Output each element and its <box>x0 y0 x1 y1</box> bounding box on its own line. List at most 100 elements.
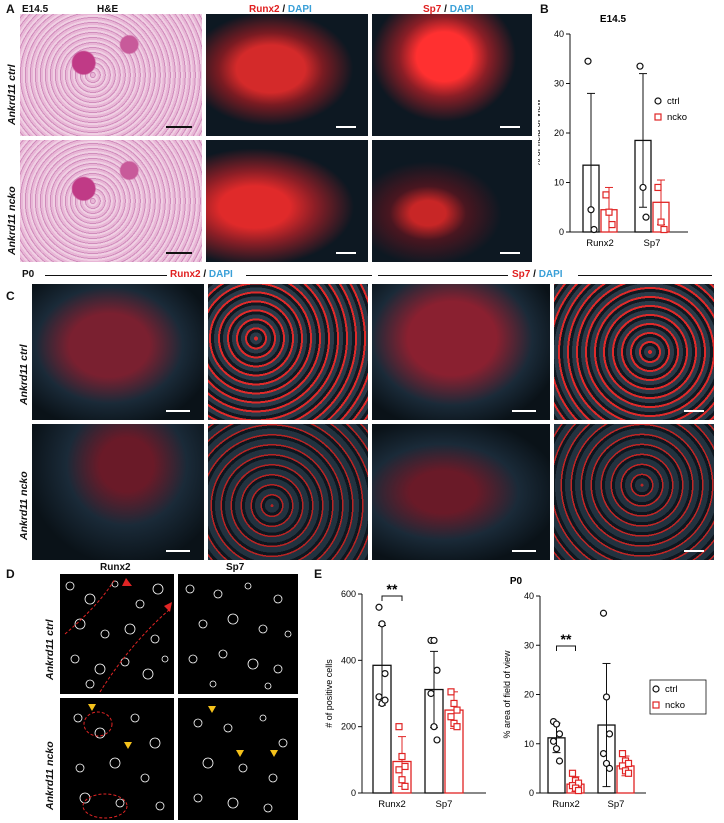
panel-d-runx2-header: Runx2 <box>100 562 131 573</box>
b-title: E14.5 <box>600 14 627 25</box>
b-x-tick-label: Runx2 <box>586 238 613 249</box>
e-left-point <box>381 696 389 704</box>
e-left-point <box>398 752 406 761</box>
panel-d-label: D <box>6 567 15 581</box>
e-left-y-tick-label: 600 <box>341 589 356 599</box>
e-left-point <box>401 782 409 790</box>
e-right-title: P0 <box>510 576 523 587</box>
e-left-point <box>453 706 461 714</box>
e-left-significance-bracket <box>381 595 403 601</box>
sp7-ctrl-p0-zoom-image <box>554 284 714 420</box>
e-right-legend-marker <box>652 701 660 709</box>
b-point <box>636 62 644 70</box>
runx2-ctrl-p0-zoom-image <box>208 284 368 420</box>
b-legend-marker <box>654 97 662 105</box>
e-left-y-tick-label: 400 <box>341 655 356 665</box>
e-right-legend-marker <box>652 685 660 693</box>
he-ncko-image <box>20 140 202 262</box>
e-right-point <box>602 693 611 701</box>
e-right-point <box>555 730 564 738</box>
panel-c-stage: P0 <box>22 269 35 280</box>
panel-c-runx2-header: Runx2 / DAPI <box>170 269 233 280</box>
e-left-point <box>430 723 438 731</box>
e-right-point <box>618 750 627 758</box>
e-left-x-tick-label: Sp7 <box>436 799 453 810</box>
e-left-point <box>447 713 455 721</box>
b-point <box>660 225 668 234</box>
b-point <box>587 206 595 214</box>
b-y-tick-label: 40 <box>554 29 564 39</box>
panel-a-row-ctrl-label: Ankrd11 ctrl <box>6 64 18 126</box>
b-point <box>642 213 650 221</box>
b-point <box>602 191 610 199</box>
e-left-point <box>395 766 403 774</box>
runx2-ctrl-p0-image <box>32 284 204 420</box>
mask-runx2-ncko-image <box>60 698 174 820</box>
e-left-point <box>433 666 441 674</box>
b-legend-label: ncko <box>667 112 687 123</box>
e-right-point <box>549 737 558 745</box>
panel-b-label: B <box>540 2 549 16</box>
e-left-point <box>447 688 455 696</box>
panel-a-label: A <box>6 2 15 16</box>
e-right-y-label: % area of field of view <box>502 650 512 739</box>
panel-d-row-ctrl-label: Ankrd11 ctrl <box>44 619 56 681</box>
mask-sp7-ctrl-image <box>178 574 298 694</box>
panel-a-stage: E14.5 <box>22 4 49 15</box>
e-right-y-tick-label: 30 <box>524 640 534 650</box>
e-right-x-tick-label: Runx2 <box>552 799 579 810</box>
b-x-tick-label: Sp7 <box>644 238 661 249</box>
e-right-point <box>605 764 614 772</box>
e-right-point <box>552 720 561 728</box>
e-left-point <box>375 693 383 701</box>
e-left-point <box>450 699 458 708</box>
b-point <box>590 225 598 234</box>
e-right-y-tick-label: 10 <box>524 739 534 749</box>
panel-c-sp7-header: Sp7 / DAPI <box>512 269 563 280</box>
b-legend-label: ctrl <box>667 96 680 107</box>
chart-e-left: 0 200 400 600 # of positive cells Runx2 Sp7 ** <box>324 581 486 810</box>
runx2-ncko-e145-image <box>206 140 368 262</box>
e-right-x-tick-label: Sp7 <box>608 799 625 810</box>
e-right-legend-label: ctrl <box>665 684 678 695</box>
e-left-point <box>378 620 386 628</box>
b-point <box>605 208 613 216</box>
panel-e-label: E <box>314 567 323 581</box>
e-right-point <box>599 609 608 617</box>
e-left-point <box>398 776 406 784</box>
e-left-point <box>430 636 438 645</box>
e-right-point <box>624 769 633 777</box>
e-right-legend-label: ncko <box>665 700 685 711</box>
mask-runx2-ctrl-image <box>60 574 174 694</box>
e-right-point <box>568 769 577 777</box>
b-point <box>584 57 592 65</box>
e-left-point <box>375 603 383 611</box>
e-left-point <box>427 689 435 698</box>
e-left-x-tick-label: Runx2 <box>378 799 405 810</box>
panel-c-row-ncko-label: Ankrd11 ncko <box>18 471 30 540</box>
e-left-point <box>401 762 409 771</box>
b-legend-marker <box>654 113 662 121</box>
b-y-tick-label: 10 <box>554 178 564 188</box>
he-ctrl-image <box>20 14 202 136</box>
b-point <box>608 220 616 229</box>
e-right-y-tick-label: 20 <box>524 690 534 700</box>
runx2-ncko-p0-image <box>32 424 204 560</box>
chart-b: E14.5 0 10 20 30 40 % of field of view Runx2 Sp7… <box>538 14 688 249</box>
e-left-point <box>395 723 403 731</box>
e-right-point <box>599 750 608 758</box>
sp7-ncko-e145-image <box>372 140 532 262</box>
panel-d-row-ncko-label: Ankrd11 ncko <box>44 741 56 810</box>
e-left-point <box>433 736 441 744</box>
sp7-ctrl-p0-image <box>372 284 550 420</box>
runx2-ctrl-e145-image <box>206 14 368 136</box>
e-right-significance-bracket <box>556 645 576 651</box>
panel-a-runx2-header: Runx2 / DAPI <box>249 4 312 15</box>
b-point <box>657 218 665 226</box>
mask-sp7-ncko-image <box>178 698 298 820</box>
e-right-point <box>552 745 561 753</box>
sp7-ncko-p0-image <box>372 424 550 560</box>
panel-c-row-ctrl-label: Ankrd11 ctrl <box>18 344 30 406</box>
panel-d-sp7-header: Sp7 <box>226 562 245 573</box>
sp7-ncko-p0-zoom-image <box>554 424 714 560</box>
